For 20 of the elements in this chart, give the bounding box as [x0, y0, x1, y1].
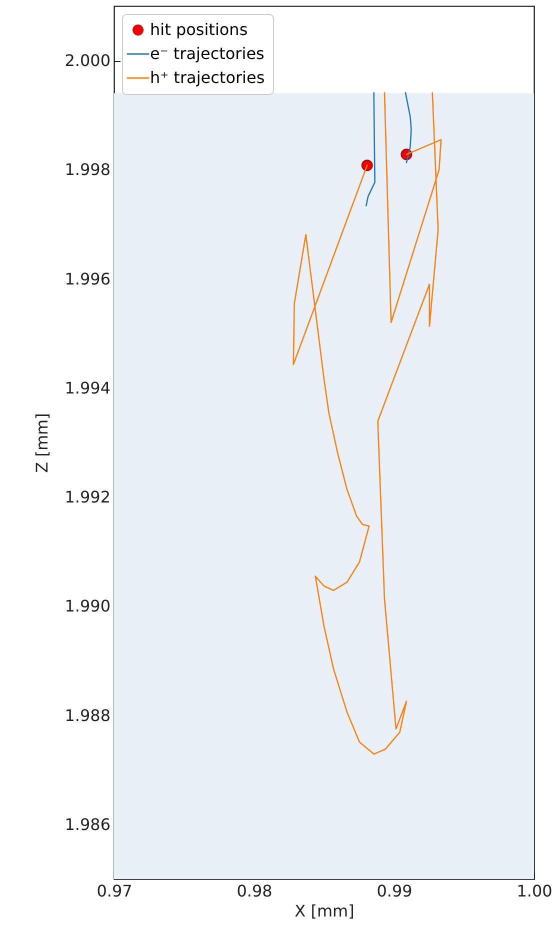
legend-label: hit positions: [150, 20, 248, 39]
y-axis-title: Z [mm]: [32, 413, 52, 473]
y-tick-label: 1.986: [64, 814, 110, 834]
y-tick-label: 1.992: [64, 488, 110, 507]
x-axis-title: X [mm]: [294, 902, 354, 920]
x-tick-label: 0.97: [96, 882, 132, 900]
line-series: [292, 92, 439, 755]
y-tick-label: 1.996: [64, 269, 110, 288]
legend-label: e⁻ trajectories: [150, 44, 264, 63]
x-tick-label: 0.98: [236, 882, 272, 900]
x-tick-label: 1.00: [516, 882, 552, 900]
line-series: [365, 92, 376, 206]
y-tick-label: 1.998: [64, 160, 110, 180]
y-tick-label: 2.000: [64, 51, 110, 70]
x-tick-label: 0.99: [376, 882, 412, 900]
y-tick-label: 1.994: [64, 378, 110, 398]
y-tick-label: 1.988: [64, 706, 110, 725]
y-tick-label: 1.990: [64, 596, 110, 616]
legend-label: h⁺ trajectories: [150, 68, 265, 87]
line-series: [404, 92, 412, 164]
